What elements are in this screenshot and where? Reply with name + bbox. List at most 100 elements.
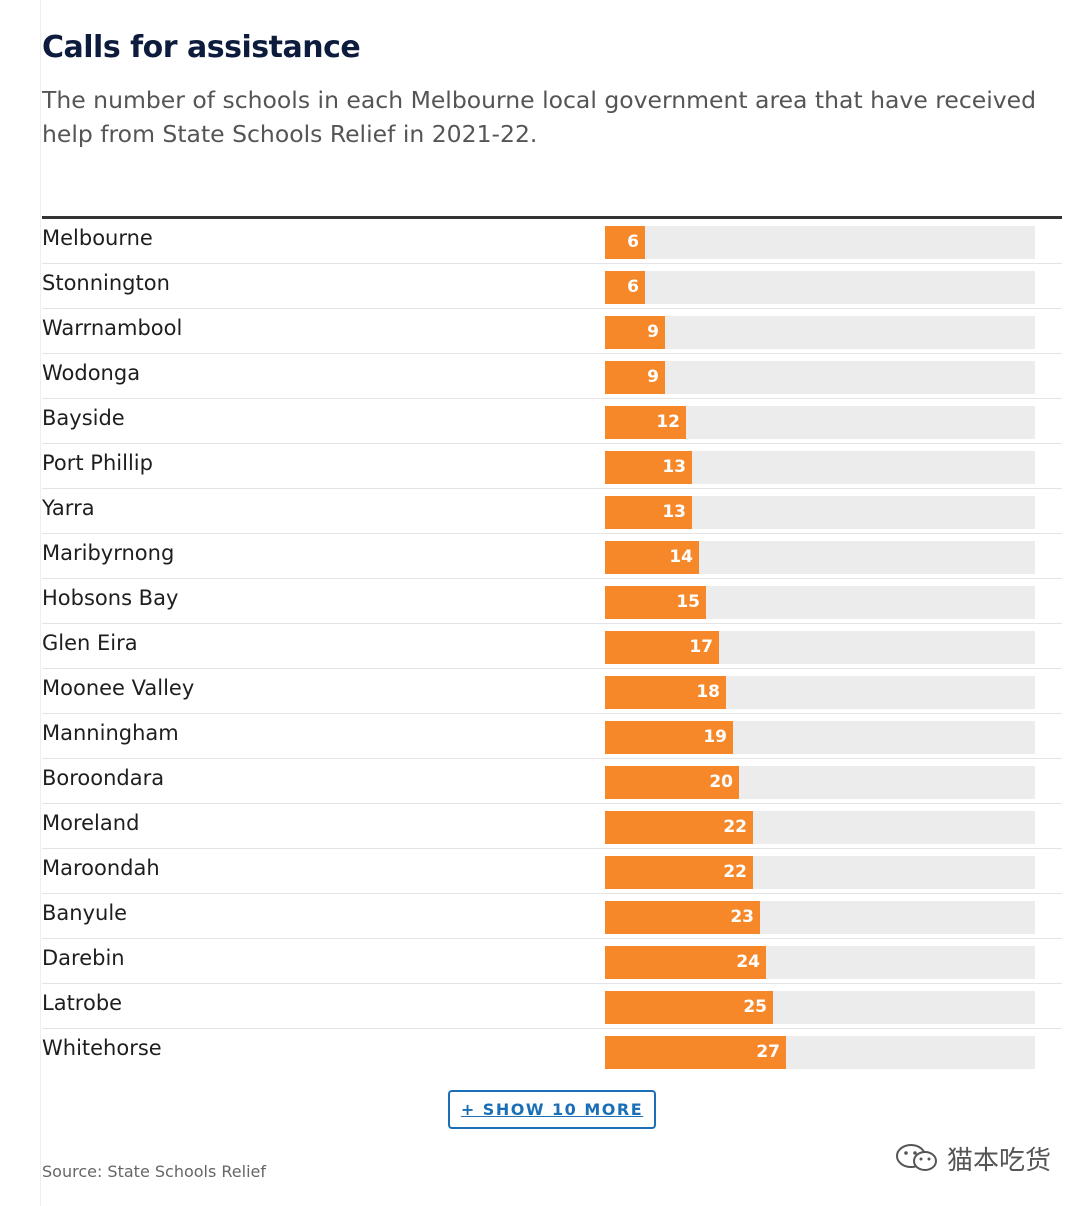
chart-row: Hobsons Bay 15: [42, 579, 1062, 624]
data-label: 13: [662, 457, 686, 477]
bar: 27: [605, 1036, 786, 1069]
bar: 24: [605, 946, 766, 979]
bar: 18: [605, 676, 726, 709]
data-label: 23: [730, 907, 754, 927]
show-more-button[interactable]: + SHOW 10 MORE: [448, 1090, 656, 1129]
chart-rows: Melbourne 6 Stonnington 6 Warrnambool 9 Wodong…: [42, 219, 1062, 1074]
chart-row: Glen Eira 17: [42, 624, 1062, 669]
data-label: 9: [647, 322, 659, 342]
watermark-text: 猫本吃货: [947, 1145, 1052, 1176]
category-label: Latrobe: [42, 991, 123, 1015]
data-label: 18: [696, 682, 720, 702]
category-label: Warrnambool: [42, 316, 183, 340]
chart-top-rule: [42, 216, 1062, 219]
chart-title: Calls for assistance: [42, 30, 361, 65]
bar: 13: [605, 496, 692, 529]
chart-row: Latrobe 25: [42, 984, 1062, 1029]
bar-track: 25: [605, 991, 1035, 1024]
category-label: Manningham: [42, 721, 179, 745]
chart-row: Maribyrnong 14: [42, 534, 1062, 579]
category-label: Whitehorse: [42, 1036, 162, 1060]
bar: 20: [605, 766, 739, 799]
category-label: Stonnington: [42, 271, 170, 295]
bar: 9: [605, 316, 665, 349]
bar-track: 24: [605, 946, 1035, 979]
bar: 22: [605, 811, 753, 844]
category-label: Maribyrnong: [42, 541, 175, 565]
bar-track: 14: [605, 541, 1035, 574]
data-label: 24: [736, 952, 760, 972]
category-label: Glen Eira: [42, 631, 138, 655]
chart-frame: [40, 0, 1088, 1206]
chart-row: Yarra 13: [42, 489, 1062, 534]
bar: 9: [605, 361, 665, 394]
chart-subtitle: The number of schools in each Melbourne …: [42, 86, 1037, 148]
bar-track: 15: [605, 586, 1035, 619]
chart-row: Moonee Valley 18: [42, 669, 1062, 714]
chart-row: Melbourne 6: [42, 219, 1062, 264]
data-label: 25: [743, 997, 767, 1017]
chart-row: Warrnambool 9: [42, 309, 1062, 354]
bar-track: 13: [605, 496, 1035, 529]
category-label: Wodonga: [42, 361, 141, 385]
bar-track: 6: [605, 271, 1035, 304]
bar-track: 23: [605, 901, 1035, 934]
chart-row: Moreland 22: [42, 804, 1062, 849]
data-label: 6: [627, 232, 639, 252]
category-label: Banyule: [42, 901, 128, 925]
category-label: Port Phillip: [42, 451, 153, 475]
bar-track: 22: [605, 811, 1035, 844]
bar-track: 13: [605, 451, 1035, 484]
bar-track: 19: [605, 721, 1035, 754]
bar: 6: [605, 226, 645, 259]
chart-row: Manningham 19: [42, 714, 1062, 759]
category-label: Bayside: [42, 406, 125, 430]
chart-row: Stonnington 6: [42, 264, 1062, 309]
data-label: 22: [723, 817, 747, 837]
data-label: 27: [756, 1042, 780, 1062]
data-label: 6: [627, 277, 639, 297]
bar: 19: [605, 721, 733, 754]
data-label: 17: [689, 637, 713, 657]
bar: 15: [605, 586, 706, 619]
category-label: Boroondara: [42, 766, 165, 790]
bar: 17: [605, 631, 719, 664]
chart-row: Boroondara 20: [42, 759, 1062, 804]
data-label: 12: [656, 412, 680, 432]
watermark: 猫本吃货: [895, 1140, 1051, 1176]
data-label: 22: [723, 862, 747, 882]
bar-chart: Melbourne 6 Stonnington 6 Warrnambool 9 Wodong…: [42, 216, 1062, 1074]
category-label: Yarra: [42, 496, 95, 520]
bar: 14: [605, 541, 699, 574]
data-label: 20: [709, 772, 733, 792]
bar: 25: [605, 991, 773, 1024]
bar-track: 9: [605, 361, 1035, 394]
chart-row: Maroondah 22: [42, 849, 1062, 894]
bar: 22: [605, 856, 753, 889]
bar-track: 17: [605, 631, 1035, 664]
bar-track: 18: [605, 676, 1035, 709]
category-label: Darebin: [42, 946, 125, 970]
bar-track: 12: [605, 406, 1035, 439]
chart-row: Whitehorse 27: [42, 1029, 1062, 1074]
bar: 13: [605, 451, 692, 484]
category-label: Moreland: [42, 811, 140, 835]
data-label: 19: [703, 727, 727, 747]
chart-row: Bayside 12: [42, 399, 1062, 444]
chart-row: Port Phillip 13: [42, 444, 1062, 489]
wechat-icon: [896, 1144, 937, 1171]
data-label: 9: [647, 367, 659, 387]
bar: 23: [605, 901, 760, 934]
bar: 6: [605, 271, 645, 304]
category-label: Melbourne: [42, 226, 153, 250]
chart-row: Wodonga 9: [42, 354, 1062, 399]
source-note: Source: State Schools Relief: [42, 1162, 267, 1181]
chart-row: Banyule 23: [42, 894, 1062, 939]
bar-track: 20: [605, 766, 1035, 799]
bar-track: 6: [605, 226, 1035, 259]
chart-row: Darebin 24: [42, 939, 1062, 984]
category-label: Hobsons Bay: [42, 586, 179, 610]
category-label: Maroondah: [42, 856, 160, 880]
data-label: 15: [676, 592, 700, 612]
data-label: 13: [662, 502, 686, 522]
